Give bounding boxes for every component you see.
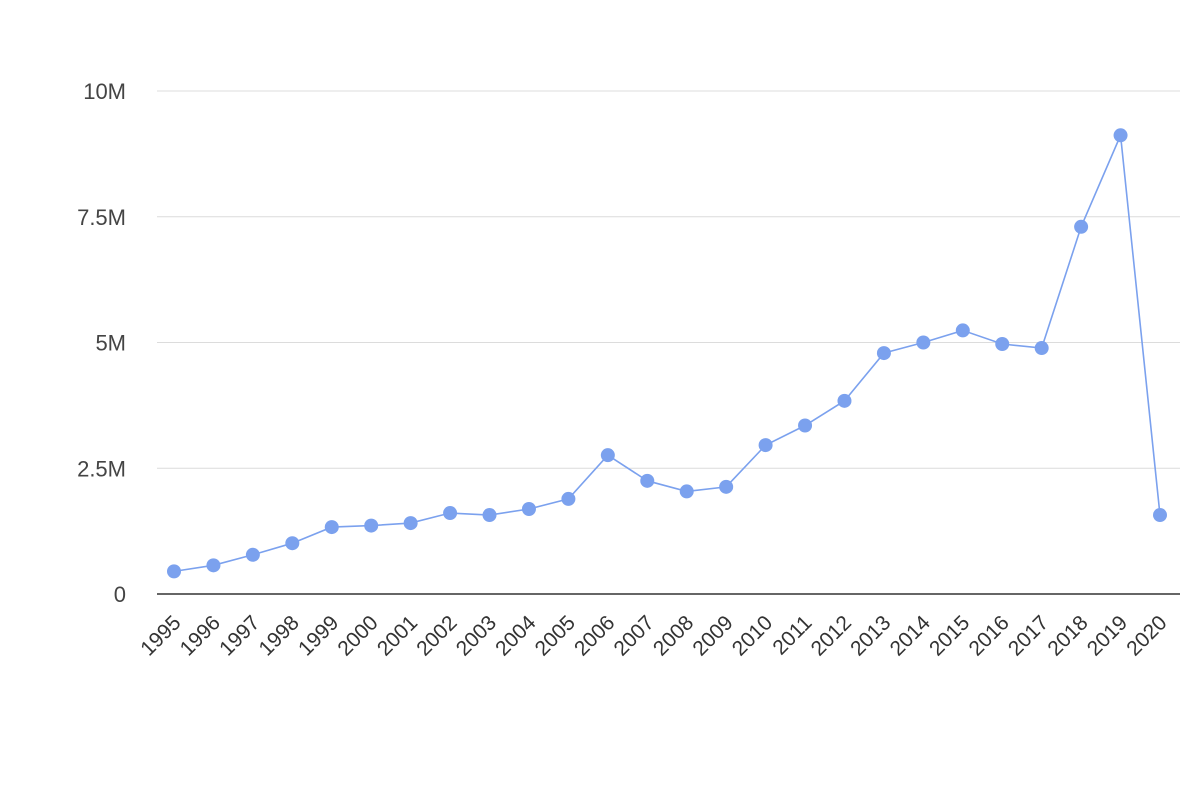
- data-point: [995, 337, 1010, 352]
- x-tick-label: 2010: [728, 611, 777, 660]
- gridlines: [157, 90, 1180, 469]
- data-point: [1074, 219, 1089, 234]
- data-point: [403, 516, 418, 531]
- data-point: [245, 547, 260, 562]
- data-point: [443, 506, 458, 521]
- data-point: [206, 558, 221, 573]
- x-tick-label: 2013: [846, 611, 895, 660]
- data-point: [324, 520, 339, 535]
- x-tick-label: 2002: [412, 611, 461, 660]
- data-point: [758, 438, 773, 453]
- data-point: [719, 479, 734, 494]
- data-point: [285, 536, 300, 551]
- data-point: [679, 484, 694, 499]
- x-tick-label: 2005: [531, 611, 580, 660]
- x-tick-label: 1999: [294, 611, 343, 660]
- x-axis-ticks: 1995199619971998199920002001200220032004…: [136, 611, 1171, 661]
- x-tick-label: 2018: [1043, 611, 1092, 660]
- data-point: [167, 564, 181, 579]
- y-axis-ticks: 0 2.5M 5M 7.5M 10M: [77, 79, 126, 607]
- data-point: [1113, 128, 1128, 143]
- x-tick-label: 2016: [964, 611, 1013, 660]
- x-tick-label: 1997: [215, 611, 264, 660]
- x-tick-label: 2007: [610, 611, 659, 660]
- x-tick-label: 2008: [649, 611, 698, 660]
- data-point: [640, 473, 655, 488]
- y-tick-label: 7.5M: [77, 205, 126, 230]
- y-tick-label: 0: [114, 582, 126, 607]
- data-point: [600, 448, 615, 463]
- data-point: [798, 418, 813, 433]
- x-tick-label: 2000: [333, 611, 382, 660]
- x-tick-label: 2009: [688, 611, 737, 660]
- data-point: [561, 491, 576, 506]
- x-tick-label: 2003: [452, 611, 501, 660]
- x-tick-label: 2001: [373, 611, 422, 660]
- data-point: [876, 346, 891, 361]
- y-tick-label: 5M: [95, 331, 126, 356]
- x-tick-label: 2004: [491, 611, 541, 661]
- series-line: [173, 132, 1161, 573]
- x-tick-label: 2011: [768, 611, 816, 659]
- x-tick-label: 2006: [570, 611, 619, 660]
- y-tick-label: 2.5M: [77, 456, 126, 481]
- x-tick-label: 2014: [886, 611, 936, 661]
- series-group: [167, 128, 1167, 579]
- data-point: [364, 518, 379, 533]
- x-tick-label: 2020: [1122, 611, 1171, 660]
- data-point: [1034, 341, 1049, 356]
- data-point: [955, 323, 970, 338]
- x-tick-label: 2019: [1083, 611, 1132, 660]
- data-point: [916, 335, 931, 350]
- x-tick-label: 1996: [176, 611, 225, 660]
- x-tick-label: 2012: [807, 611, 856, 660]
- x-tick-label: 1995: [136, 611, 185, 660]
- data-point: [482, 508, 497, 523]
- x-tick-label: 2017: [1004, 611, 1053, 660]
- x-tick-label: 1998: [255, 611, 304, 660]
- data-point: [837, 393, 852, 408]
- x-tick-label: 2015: [925, 611, 974, 660]
- data-point: [1153, 508, 1167, 523]
- y-tick-label: 10M: [83, 79, 126, 104]
- data-point: [521, 501, 536, 516]
